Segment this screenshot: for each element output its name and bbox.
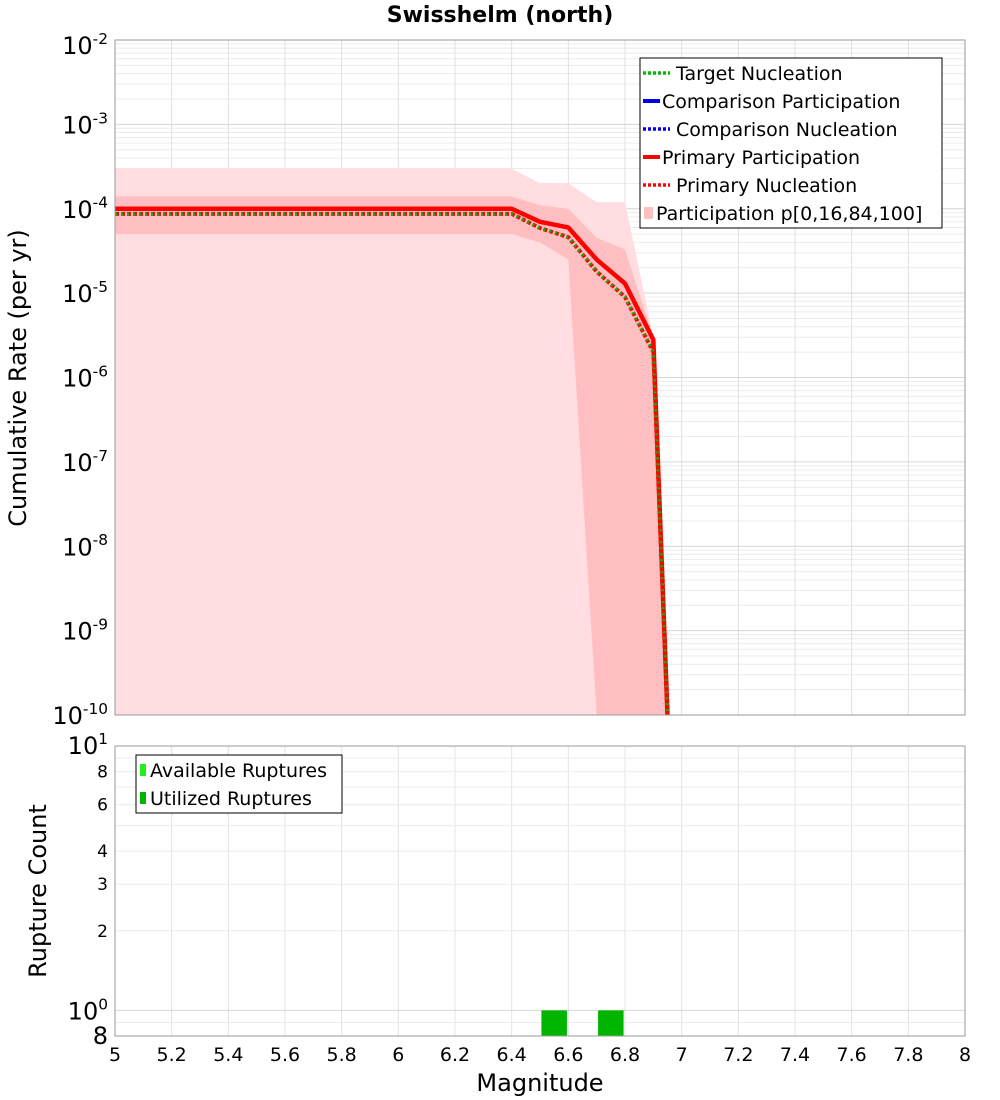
legend-label-participation-band: Participation p[0,16,84,100] xyxy=(656,203,922,225)
top-y-tick-label: 10-6 xyxy=(62,362,108,392)
top-y-tick-labels: 10-2 10-3 10-4 10-5 10-6 10-7 10-8 10-9 10-10 xyxy=(52,30,108,730)
x-tick-label: 6.6 xyxy=(553,1044,583,1066)
legend-label-comparison-participation: Comparison Participation xyxy=(662,91,900,113)
x-tick-label: 5.8 xyxy=(327,1044,357,1066)
bottom-y-tick-label: 101 xyxy=(68,730,108,760)
series-line-target-nucleation xyxy=(115,212,669,715)
x-tick-label: 7.6 xyxy=(837,1044,867,1066)
top-legend-box xyxy=(639,57,943,229)
x-tick-label: 6.4 xyxy=(497,1044,527,1066)
x-tick-label: 6.8 xyxy=(610,1044,640,1066)
legend-label-primary-participation: Primary Participation xyxy=(662,147,860,169)
bottom-y-tick-label: 100 xyxy=(68,995,108,1025)
x-tick-labels: 5 5.2 5.4 5.6 5.8 6 6.2 6.4 6.6 6.8 7 7.2 7.4 7.6 7.8 8 xyxy=(109,1044,971,1066)
x-tick-label: 7 xyxy=(676,1044,688,1066)
bottom-y-tick-label: 3 xyxy=(97,875,108,895)
top-y-tick-label: 10-3 xyxy=(62,109,108,139)
top-legend: Target Nucleation Comparison Participati… xyxy=(639,57,943,229)
rupture-bars xyxy=(541,1010,624,1036)
legend-swatch-utilized-ruptures xyxy=(140,792,146,804)
rupture-bar xyxy=(598,1010,624,1036)
legend-swatch-available-ruptures xyxy=(140,764,146,776)
x-tick-label: 6 xyxy=(392,1044,404,1066)
x-tick-label: 5.6 xyxy=(270,1044,300,1066)
top-y-tick-label: 10-5 xyxy=(62,278,108,308)
top-y-tick-label: 10-8 xyxy=(62,531,108,561)
bottom-y-tick-label: 4 xyxy=(97,842,108,862)
bottom-legend: Available Ruptures Utilized Ruptures xyxy=(135,754,343,814)
rate-lines xyxy=(115,206,670,715)
x-tick-label: 7.4 xyxy=(780,1044,810,1066)
top-panel: 10-2 10-3 10-4 10-5 10-6 10-7 10-8 10-9 10-10 Cu… xyxy=(4,30,966,730)
participation-band-0 xyxy=(115,168,668,715)
chart-title: Swisshelm (north) xyxy=(387,3,614,28)
bottom-y-axis-label: Rupture Count xyxy=(24,804,52,978)
x-tick-label: 7.2 xyxy=(723,1044,753,1066)
x-tick-label: 5 xyxy=(109,1044,121,1066)
participation-band-1 xyxy=(115,196,668,715)
top-y-tick-label: 10-2 xyxy=(62,30,108,60)
bottom-y-tick-label: 8 xyxy=(93,1022,108,1050)
x-tick-label: 8 xyxy=(959,1044,971,1066)
x-tick-label: 7.8 xyxy=(893,1044,923,1066)
bottom-y-tick-label: 2 xyxy=(97,922,108,942)
top-y-axis-label: Cumulative Rate (per yr) xyxy=(4,229,32,527)
series-line-primary-participation xyxy=(115,206,670,715)
bottom-y-tick-label: 8 xyxy=(97,763,108,783)
top-y-tick-label: 10-7 xyxy=(62,447,108,477)
top-y-tick-label: 10-10 xyxy=(52,700,108,730)
x-tick-label: 5.2 xyxy=(157,1044,187,1066)
legend-label-comparison-nucleation: Comparison Nucleation xyxy=(676,119,898,141)
bottom-legend-box xyxy=(135,754,343,814)
legend-label-available-ruptures: Available Ruptures xyxy=(150,760,327,782)
x-tick-label: 5.4 xyxy=(213,1044,243,1066)
legend-label-utilized-ruptures: Utilized Ruptures xyxy=(150,788,312,810)
legend-label-primary-nucleation: Primary Nucleation xyxy=(676,175,857,197)
x-axis-label: Magnitude xyxy=(476,1069,603,1097)
top-y-tick-label: 10-9 xyxy=(62,616,108,646)
legend-swatch-participation-band xyxy=(644,207,653,219)
top-y-tick-label: 10-4 xyxy=(62,194,108,224)
legend-label-target-nucleation: Target Nucleation xyxy=(675,63,843,85)
participation-bands xyxy=(115,168,668,715)
x-tick-label: 6.2 xyxy=(440,1044,470,1066)
bottom-y-tick-label: 6 xyxy=(97,796,108,816)
rupture-bar xyxy=(541,1010,567,1036)
